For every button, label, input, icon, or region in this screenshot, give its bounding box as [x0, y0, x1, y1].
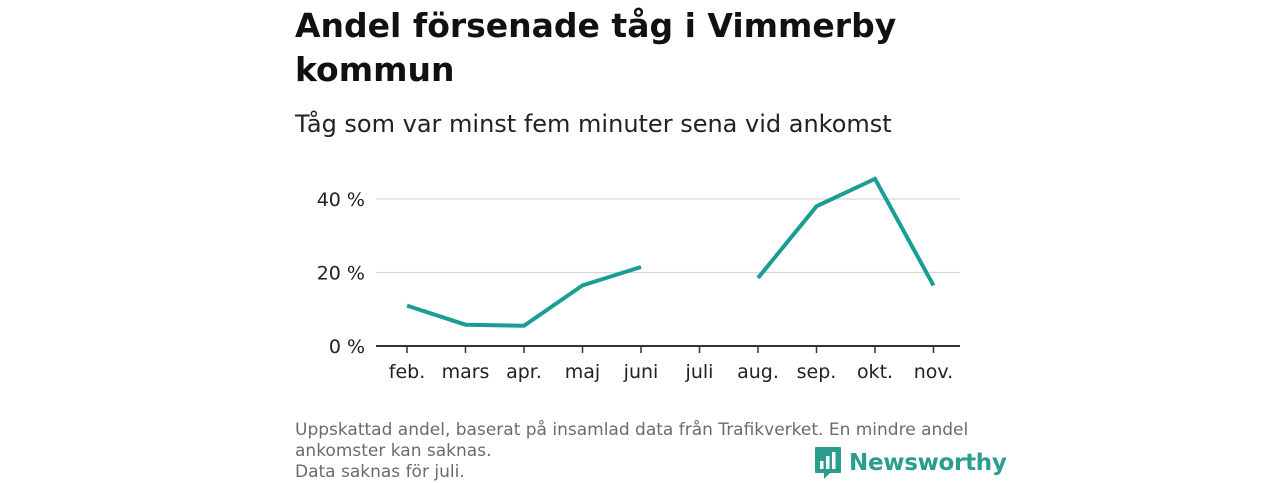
x-tick-label: feb. — [389, 361, 425, 383]
x-tick-label: apr. — [506, 361, 542, 383]
brand-name: Newsworthy — [849, 450, 1007, 476]
line-chart: 0 % 20 % 40 % feb. mars apr. maj juni juli aug. se… — [317, 176, 960, 383]
chart-title: Andel försenade tåg i Vimmerby kommun — [295, 6, 897, 89]
x-tick-label: maj — [565, 361, 600, 383]
footnote-source: Uppskattad andel, baserat på insamlad da… — [295, 420, 969, 461]
x-tick-label: okt. — [857, 361, 893, 383]
x-tick-label: mars — [442, 361, 490, 383]
chart-footnote: Uppskattad andel, baserat på insamlad da… — [295, 420, 985, 483]
x-tick-label: sep. — [797, 361, 837, 383]
series-lines — [406, 176, 936, 328]
gridlines — [376, 198, 960, 274]
newsworthy-logo: Newsworthy — [814, 446, 1007, 480]
y-tick-label: 0 % — [329, 336, 365, 358]
axes: 0 % 20 % 40 % feb. mars apr. maj juni juli aug. se… — [317, 189, 960, 383]
bar-chart-speech-bubble-icon — [815, 447, 841, 479]
x-tick-label: nov. — [914, 361, 953, 383]
series-line-segment-2 — [756, 176, 936, 287]
y-tick-label: 20 % — [317, 263, 365, 285]
y-tick-label: 40 % — [317, 189, 365, 211]
footnote-missing-data: Data saknas för juli. — [295, 462, 465, 482]
x-tick-label: aug. — [737, 361, 779, 383]
x-tick-label: juni — [623, 361, 659, 383]
chart-subtitle: Tåg som var minst fem minuter sena vid a… — [295, 110, 892, 138]
x-tick-label: juli — [685, 361, 714, 383]
series-line-segment-1 — [406, 265, 642, 328]
